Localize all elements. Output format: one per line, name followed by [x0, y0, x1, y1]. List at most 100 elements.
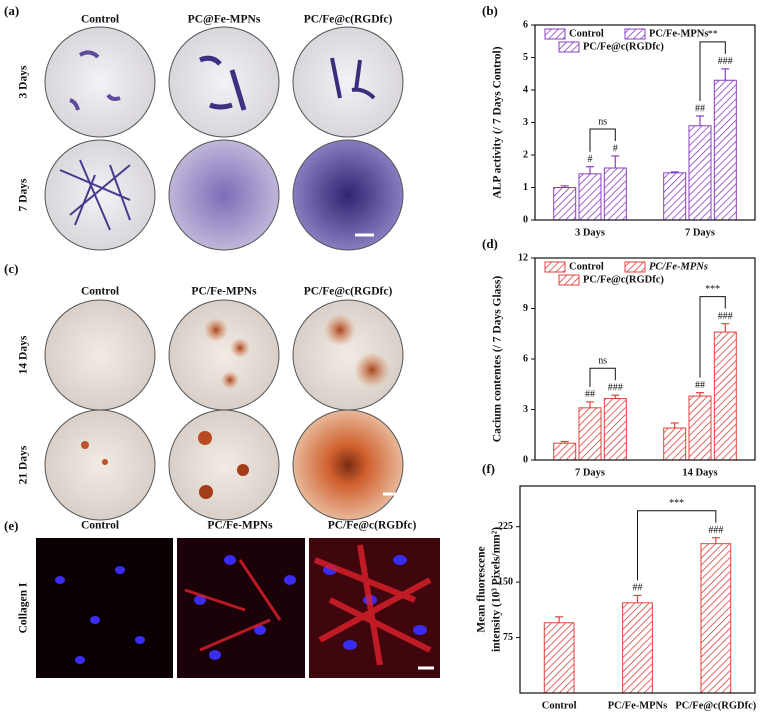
y-axis-label: Mean fluorescene	[476, 546, 488, 632]
stain	[330, 57, 376, 100]
y-tick-label: 5	[523, 52, 528, 63]
micrograph	[44, 299, 156, 411]
significance-label: ##	[633, 583, 643, 594]
y-tick-label: 6	[523, 19, 528, 30]
y-tick-label: 150	[498, 576, 513, 587]
panel-label: (d)	[482, 236, 498, 251]
x-tick-label: PC/Fe@c(RGDfc)	[675, 700, 756, 711]
error-bar	[670, 171, 679, 173]
row-label: 21 Days	[18, 445, 30, 484]
error-bar	[633, 594, 642, 603]
significance-label: ##	[695, 380, 705, 391]
legend-label: PC/Fe@c(RGDfc)	[583, 41, 664, 52]
stain	[199, 55, 247, 111]
y-tick-label: 12	[518, 252, 528, 263]
row-label: 7 Days	[18, 178, 30, 211]
bar	[713, 331, 737, 461]
significance-label: ###	[608, 382, 623, 393]
stain	[354, 352, 390, 388]
bar	[553, 187, 577, 221]
micrograph	[168, 299, 280, 411]
bar	[578, 407, 602, 461]
bar	[603, 398, 627, 461]
micrograph	[168, 26, 280, 138]
micrograph	[292, 26, 404, 138]
legend-swatch	[544, 261, 566, 273]
stain	[198, 431, 212, 445]
bar	[603, 167, 627, 221]
significance-bracket	[589, 128, 616, 152]
plot-frame	[534, 257, 756, 461]
legend-swatch	[624, 28, 646, 40]
y-tick-label: 75	[503, 632, 513, 643]
plot-frame	[534, 24, 756, 221]
y-tick-label: 0	[523, 454, 528, 465]
y-axis-label: Cacium contentes (/ 7 Days Glass)	[492, 276, 504, 443]
stain	[237, 464, 249, 476]
y-tick-label: 9	[523, 303, 528, 314]
x-tick-label: 3 Days	[575, 227, 605, 238]
bar	[688, 125, 712, 221]
y-tick-label: 1	[523, 182, 528, 193]
y-tick-label: 225	[498, 521, 513, 532]
bracket-label: **	[708, 29, 718, 40]
significance-bracket	[699, 296, 726, 378]
stain	[81, 441, 89, 449]
bar	[578, 173, 602, 221]
y-tick-label: 4	[523, 84, 528, 95]
stain	[324, 314, 356, 346]
collagen	[184, 544, 432, 666]
legend-label: PC/Fe-MPNs	[649, 261, 708, 272]
x-tick-label: 7 Days	[685, 227, 715, 238]
bracket-label: ***	[669, 498, 684, 509]
significance-label: ##	[585, 389, 595, 400]
error-bar	[711, 537, 720, 544]
bar	[713, 79, 737, 221]
significance-label: ###	[708, 525, 723, 536]
column-header: PC/Fe@c(RGDfc)	[304, 286, 393, 298]
column-header: Control	[81, 286, 119, 298]
stain	[230, 338, 250, 358]
stain	[221, 371, 239, 389]
x-tick-label: 14 Days	[682, 467, 717, 478]
x-tick-label: PC/Fe-MPNs	[608, 700, 667, 711]
micrograph	[44, 139, 156, 251]
panel-label: (e)	[4, 518, 18, 533]
significance-bracket	[589, 367, 616, 387]
fluorescence-image	[36, 538, 173, 678]
legend-label: Control	[569, 28, 604, 39]
panel-label: (b)	[482, 3, 498, 18]
bar	[663, 172, 687, 221]
legend-swatch	[624, 261, 646, 273]
y-tick-label: 3	[523, 117, 528, 128]
bracket-label: ns	[598, 116, 607, 127]
stain	[199, 485, 213, 499]
y-tick-label: 3	[523, 404, 528, 415]
legend-label: Control	[569, 261, 604, 272]
error-bar	[611, 155, 620, 168]
plot-frame	[519, 485, 756, 694]
error-bar	[721, 68, 730, 81]
y-axis-label: ALP activity (/ 7 Days Control)	[492, 46, 504, 198]
y-tick-label: 0	[523, 214, 528, 225]
significance-bracket	[637, 510, 717, 581]
micrograph	[168, 139, 280, 251]
column-header: PC@Fe-MPNs	[188, 14, 261, 26]
column-header: Control	[81, 14, 119, 26]
micrograph	[292, 139, 404, 251]
error-bar	[696, 115, 704, 126]
error-bar	[586, 166, 594, 174]
x-tick-label: Control	[542, 700, 577, 711]
legend-swatch	[544, 28, 566, 40]
column-header: PC/Fe@c(RGDfc)	[328, 520, 417, 532]
significance-label: ##	[695, 103, 705, 114]
stain	[102, 459, 108, 465]
micrograph	[168, 409, 280, 521]
bar	[663, 427, 687, 461]
bracket-label: ***	[705, 284, 720, 295]
legend-swatch	[558, 41, 580, 53]
error-bar	[560, 185, 569, 188]
panel-label: (c)	[4, 261, 18, 276]
x-tick-label: 7 Days	[575, 467, 605, 478]
bar	[543, 622, 575, 694]
